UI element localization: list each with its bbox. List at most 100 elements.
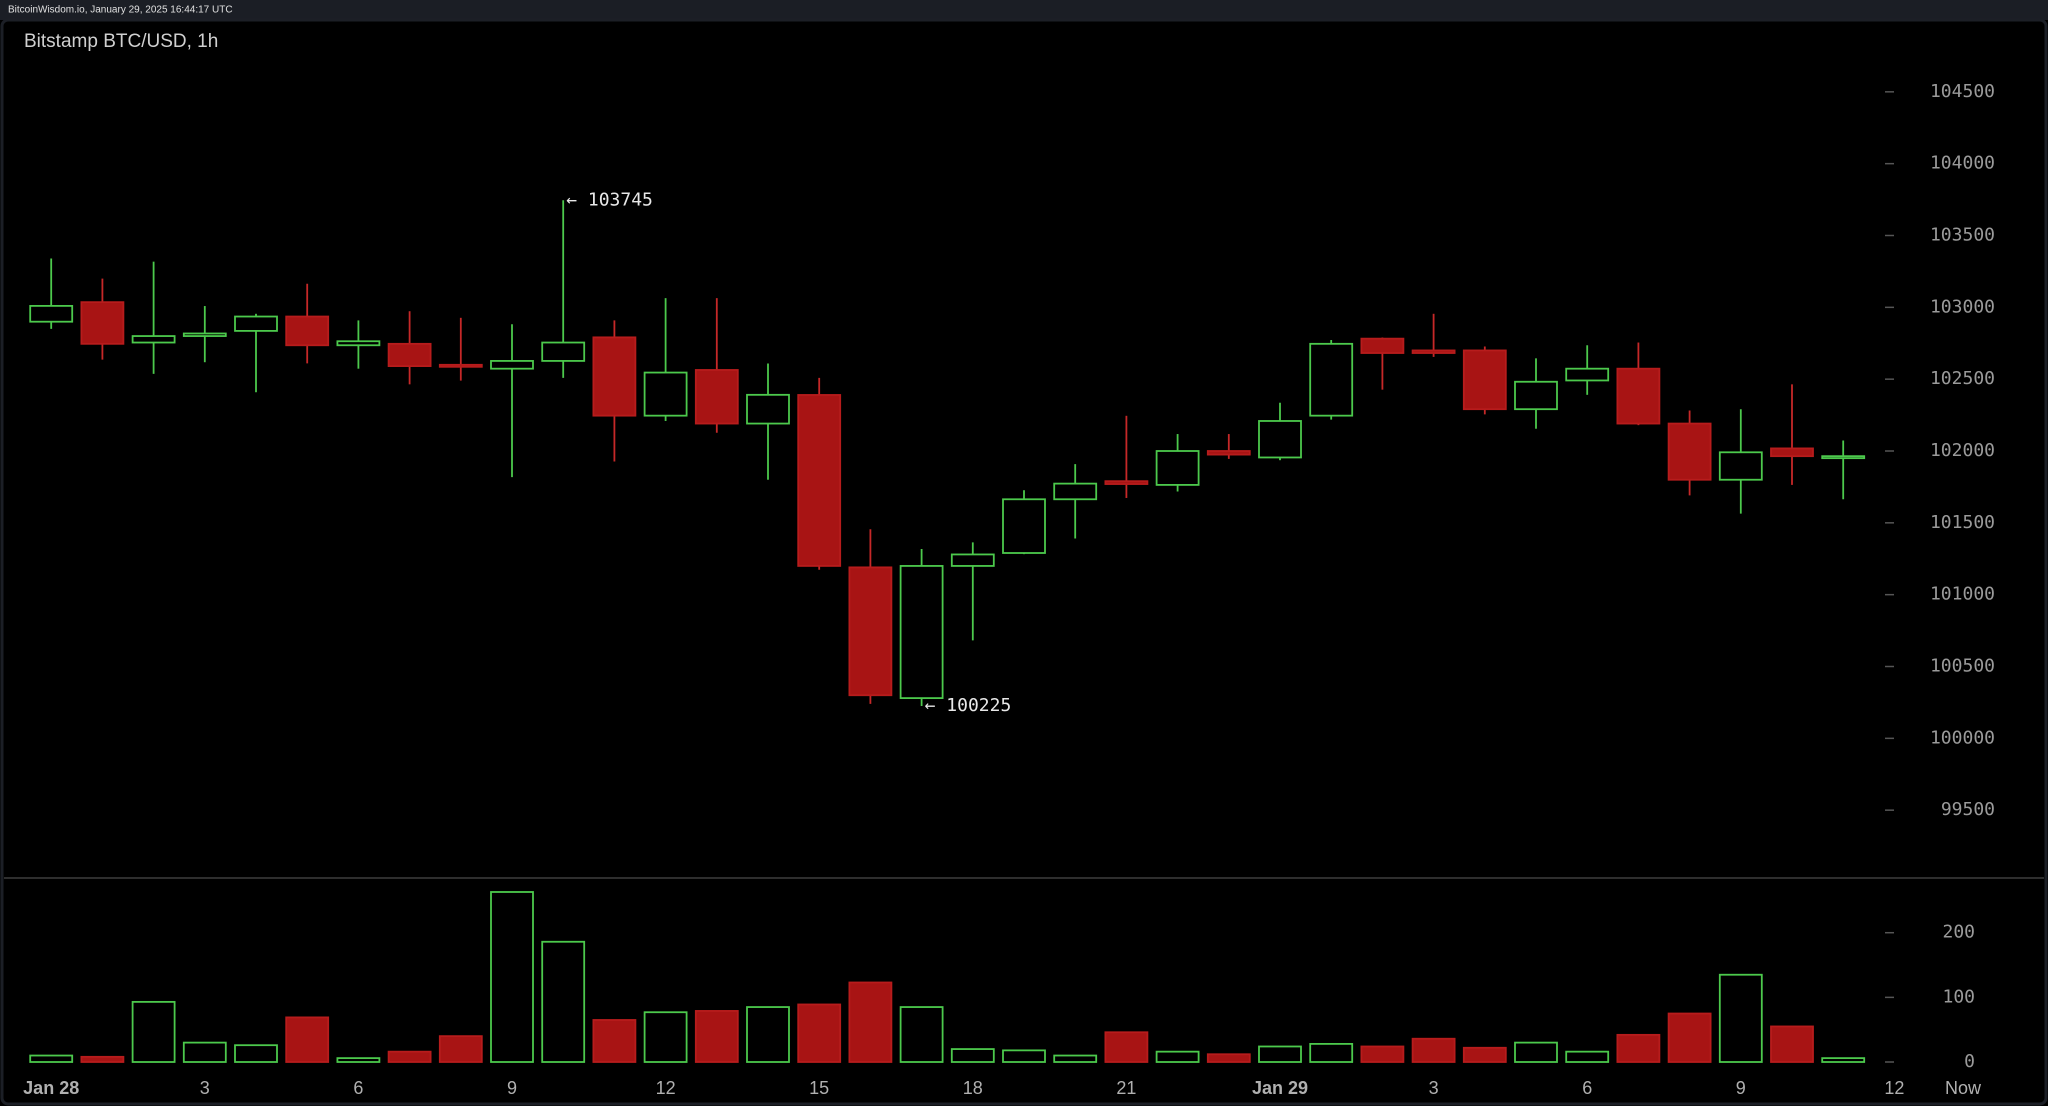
candle-body (387, 342, 432, 367)
volume-bar (1514, 1041, 1558, 1063)
now-label: Now (1945, 1078, 1982, 1098)
volume-bar (1411, 1037, 1456, 1063)
candle-body (541, 341, 586, 362)
volume-bar (746, 1006, 790, 1063)
candle-body (643, 371, 688, 417)
volume-bar (592, 1019, 637, 1063)
candle-body (899, 565, 944, 700)
y-tick-label: 104000 (1930, 153, 1995, 174)
candle-body (29, 304, 74, 323)
chart-frame (0, 18, 2048, 1106)
candle-body (848, 566, 893, 697)
y-tick-label: 101000 (1930, 584, 1995, 605)
volume-bar (1667, 1012, 1712, 1063)
volume-bar (1206, 1053, 1251, 1063)
volume-bar (80, 1055, 125, 1063)
x-tick-label: 21 (1116, 1078, 1136, 1098)
candle-body (1770, 447, 1814, 458)
x-tick-label: 18 (963, 1078, 983, 1098)
volume-bar (1155, 1050, 1200, 1063)
volume-bar (438, 1035, 483, 1063)
x-tick-label: 9 (1736, 1078, 1746, 1098)
volume-bar (387, 1050, 432, 1063)
y-tick-label: 103500 (1930, 225, 1995, 246)
volume-bar (1104, 1031, 1149, 1063)
volume-bar (234, 1044, 278, 1063)
candle-body (1821, 455, 1866, 460)
volume-bar (643, 1011, 688, 1063)
volume-bar (1616, 1033, 1661, 1063)
volume-bar (899, 1006, 944, 1063)
volume-bar (1053, 1054, 1098, 1063)
volume-bar (29, 1054, 74, 1063)
candle-body (80, 301, 125, 345)
candle-body (1718, 451, 1763, 481)
y-tick-label: 100500 (1930, 656, 1995, 677)
candle-body (1053, 482, 1098, 501)
volume-bar (285, 1016, 330, 1063)
volume-bar (541, 940, 586, 1063)
candle-body (1514, 380, 1558, 411)
volume-bar (182, 1041, 227, 1063)
candle-body (1104, 480, 1149, 485)
volume-tick-label: 100 (1942, 986, 1975, 1007)
volume-bar (694, 1010, 739, 1063)
x-tick-label: 3 (200, 1078, 210, 1098)
x-tick-label: 6 (1582, 1078, 1592, 1098)
candle-body (1462, 349, 1507, 411)
candle-body (1002, 498, 1046, 554)
volume-bar (1309, 1043, 1354, 1063)
extreme-annotation: ← 100225 (925, 695, 1012, 716)
volume-bar (848, 981, 893, 1063)
volume-bar (1718, 973, 1763, 1063)
x-tick-label: 12 (656, 1078, 676, 1098)
candle-body (1258, 420, 1302, 459)
top-bar (0, 0, 2048, 20)
x-tick-label: Jan 29 (1252, 1078, 1308, 1098)
candle-body (1309, 342, 1354, 417)
x-tick-label: 3 (1429, 1078, 1439, 1098)
y-tick-label: 100000 (1930, 727, 1995, 748)
volume-bar (1360, 1045, 1405, 1063)
candle-body (797, 394, 842, 567)
x-tick-label: 15 (809, 1078, 829, 1098)
x-tick-label: 6 (353, 1078, 363, 1098)
volume-bar (131, 1000, 176, 1063)
extreme-annotation: ← 103745 (566, 189, 653, 210)
candle-body (438, 363, 483, 368)
y-tick-label: 103000 (1930, 296, 1995, 317)
candle-body (285, 315, 330, 347)
candle-body (1360, 337, 1405, 354)
volume-bar (1002, 1049, 1046, 1063)
candle-body (182, 332, 227, 337)
candle-body (1667, 422, 1712, 481)
chart-title: Bitstamp BTC/USD, 1h (24, 31, 218, 52)
source-line: BitcoinWisdom.io, January 29, 2025 16:44… (8, 5, 233, 16)
y-tick-label: 104500 (1930, 81, 1995, 102)
candle-body (234, 315, 278, 332)
volume-bar (1821, 1057, 1866, 1063)
y-tick-label: 101500 (1930, 512, 1995, 533)
x-tick-label: Jan 28 (23, 1078, 79, 1098)
candle-body (950, 553, 995, 567)
candle-body (694, 369, 739, 425)
volume-tick-label: 0 (1964, 1051, 1975, 1072)
volume-tick-label: 200 (1942, 922, 1975, 943)
candle-body (746, 393, 790, 425)
candle-body (1206, 450, 1251, 456)
volume-bar (336, 1057, 381, 1063)
volume-bar (490, 891, 534, 1063)
candle-body (1565, 367, 1610, 382)
x-tick-label: 9 (507, 1078, 517, 1098)
candle-body (1411, 349, 1456, 354)
x-tick-label: 12 (1884, 1078, 1904, 1098)
y-tick-label: 102000 (1930, 440, 1995, 461)
y-tick-label: 99500 (1941, 799, 1995, 820)
candle-body (592, 336, 637, 417)
volume-bar (1258, 1045, 1302, 1063)
candle-body (336, 340, 381, 347)
candle-body (1616, 367, 1661, 425)
candle-body (1155, 450, 1200, 486)
